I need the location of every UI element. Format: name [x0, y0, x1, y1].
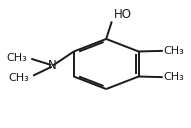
Text: CH₃: CH₃ — [164, 46, 185, 56]
Text: CH₃: CH₃ — [164, 72, 185, 82]
Text: CH₃: CH₃ — [9, 73, 29, 83]
Text: N: N — [48, 59, 57, 72]
Text: CH₃: CH₃ — [7, 52, 28, 62]
Text: HO: HO — [114, 8, 132, 21]
